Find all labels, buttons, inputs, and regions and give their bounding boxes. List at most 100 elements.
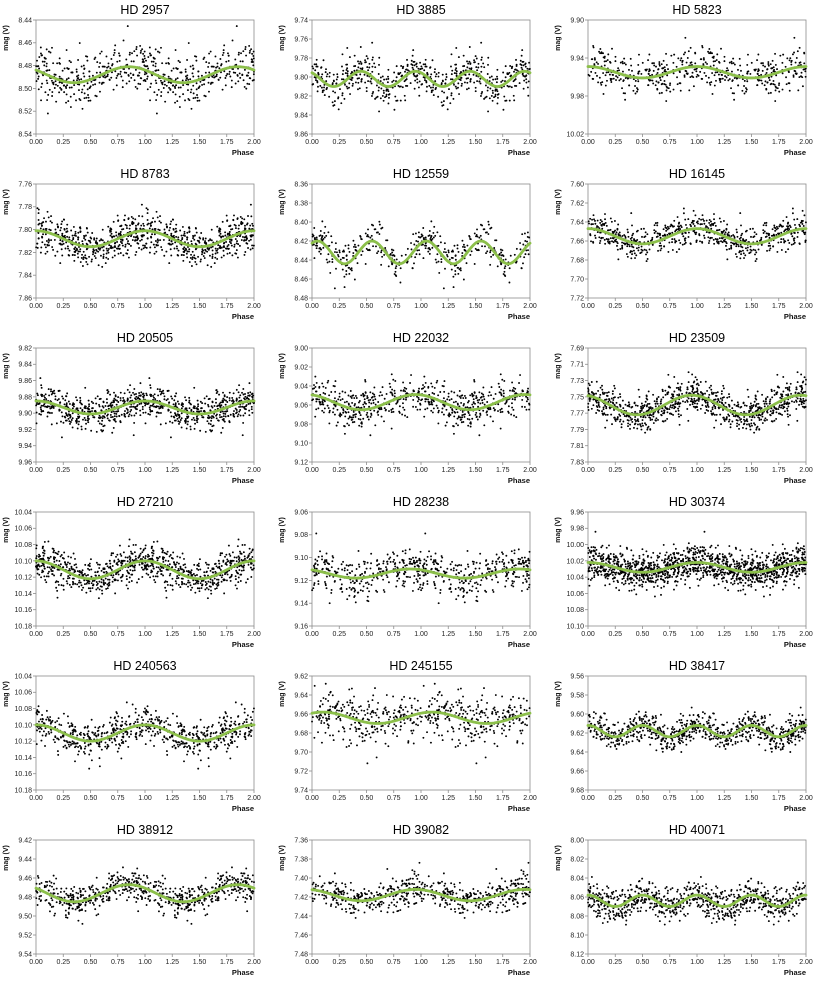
data-point — [156, 94, 158, 96]
data-point — [69, 403, 71, 405]
data-point — [352, 252, 354, 254]
data-point — [172, 243, 174, 245]
data-point — [85, 428, 87, 430]
data-point — [466, 78, 468, 80]
data-point — [380, 77, 382, 79]
data-point — [157, 229, 159, 231]
data-point — [120, 252, 122, 254]
data-point — [55, 84, 57, 86]
data-point — [60, 223, 62, 225]
data-point — [683, 208, 685, 210]
data-point — [47, 113, 49, 115]
data-point — [379, 395, 381, 397]
data-point — [670, 55, 672, 57]
data-point — [37, 78, 39, 80]
data-point — [76, 79, 78, 81]
data-point — [251, 236, 253, 238]
data-point — [251, 408, 253, 410]
data-point — [128, 243, 130, 245]
data-point — [505, 65, 507, 67]
data-point — [131, 60, 133, 62]
y-axis-label: mag (V) — [3, 353, 10, 379]
data-point — [655, 222, 657, 224]
data-point — [778, 84, 780, 86]
data-point — [120, 397, 122, 399]
data-point — [461, 83, 463, 85]
data-point — [371, 66, 373, 68]
data-point — [501, 254, 503, 256]
data-point — [253, 51, 255, 53]
data-point — [253, 57, 255, 59]
data-point — [340, 259, 342, 261]
data-point — [322, 247, 324, 249]
data-point — [99, 91, 101, 93]
data-points — [587, 208, 807, 263]
data-point — [485, 85, 487, 87]
data-point — [323, 86, 325, 88]
data-point — [622, 235, 624, 237]
data-point — [208, 62, 210, 64]
x-tick-label: 1.25 — [441, 303, 455, 310]
data-point — [316, 236, 318, 238]
y-tick-label: 7.64 — [570, 219, 584, 226]
data-point — [229, 231, 231, 233]
data-point — [500, 81, 502, 83]
data-point — [83, 85, 85, 87]
data-point — [124, 214, 126, 216]
x-tick-label: 0.75 — [111, 467, 125, 474]
data-point — [406, 59, 408, 61]
data-point — [201, 407, 203, 409]
data-point — [50, 220, 52, 222]
data-point — [414, 256, 416, 258]
data-point — [378, 90, 380, 92]
data-point — [107, 392, 109, 394]
data-point — [147, 223, 149, 225]
data-point — [473, 82, 475, 84]
data-point — [52, 249, 54, 251]
data-point — [54, 255, 56, 257]
data-point — [515, 392, 517, 394]
data-point — [226, 220, 228, 222]
data-point — [87, 82, 89, 84]
data-point — [185, 71, 187, 73]
data-point — [497, 94, 499, 96]
data-point — [245, 235, 247, 237]
data-point — [425, 242, 427, 244]
data-point — [335, 268, 337, 270]
data-point — [441, 101, 443, 103]
data-point — [684, 238, 686, 240]
data-point — [495, 78, 497, 80]
data-point — [416, 249, 418, 251]
data-point — [343, 250, 345, 252]
data-point — [179, 106, 181, 108]
data-point — [414, 88, 416, 90]
data-point — [165, 62, 167, 64]
data-point — [770, 83, 772, 85]
data-point — [610, 81, 612, 83]
data-point — [55, 80, 57, 82]
data-point — [665, 230, 667, 232]
data-point — [99, 398, 101, 400]
data-point — [234, 224, 236, 226]
data-point — [174, 86, 176, 88]
data-point — [774, 84, 776, 86]
data-point — [193, 407, 195, 409]
data-point — [48, 242, 50, 244]
data-point — [764, 222, 766, 224]
data-points — [588, 37, 807, 102]
x-tick-label: 0.75 — [387, 303, 401, 310]
data-point — [726, 242, 728, 244]
data-point — [786, 83, 788, 85]
data-point — [114, 418, 116, 420]
data-point — [137, 237, 139, 239]
data-point — [76, 422, 78, 424]
data-point — [159, 52, 161, 54]
data-point — [241, 74, 243, 76]
data-point — [207, 264, 209, 266]
data-point — [763, 224, 765, 226]
data-point — [721, 74, 723, 76]
data-point — [154, 246, 156, 248]
data-point — [685, 224, 687, 226]
data-point — [445, 251, 447, 253]
data-point — [324, 236, 326, 238]
